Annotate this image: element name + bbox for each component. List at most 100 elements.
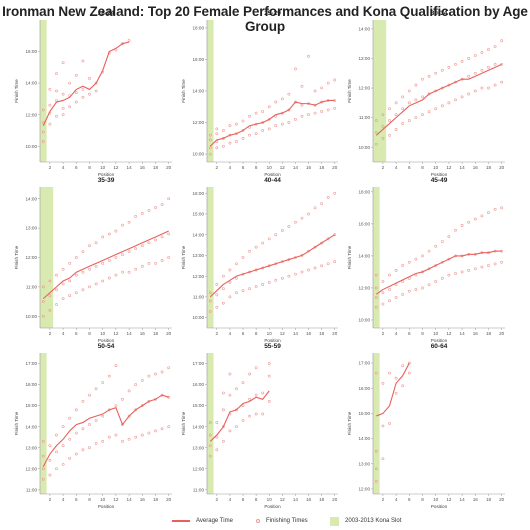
finishing-time-point bbox=[381, 113, 385, 117]
x-axis-label: Position bbox=[98, 338, 115, 343]
finishing-time-point bbox=[261, 241, 265, 245]
finishing-time-point bbox=[48, 88, 52, 91]
finishing-time-point bbox=[221, 301, 225, 305]
panel-60-64: 60-64 12:00 13:00 14:00 15:00 16:00 17:00 2 4 6 8 1… bbox=[347, 343, 505, 509]
finishing-time-point bbox=[140, 212, 144, 215]
finishing-time-point bbox=[493, 62, 497, 66]
finishing-time-point bbox=[267, 374, 271, 378]
x-tick-label: 4 bbox=[395, 331, 398, 336]
finishing-time-point bbox=[487, 48, 490, 51]
finishing-time-point bbox=[254, 393, 258, 397]
finishing-time-point bbox=[254, 366, 258, 370]
finishing-time-point bbox=[374, 305, 378, 309]
finishing-time-point bbox=[48, 103, 52, 107]
finishing-time-point bbox=[447, 273, 451, 277]
finishing-time-point bbox=[68, 437, 72, 441]
finishing-time-point bbox=[81, 427, 85, 431]
y-tick-label: 12:00 bbox=[193, 466, 205, 471]
finishing-time-point bbox=[41, 285, 45, 289]
finishing-time-point bbox=[374, 296, 378, 299]
finishing-time-point bbox=[94, 442, 98, 445]
finishing-time-point bbox=[61, 282, 65, 286]
x-tick-label: 8 bbox=[88, 165, 91, 170]
finishing-time-point bbox=[160, 259, 164, 262]
finishing-time-point bbox=[127, 270, 131, 274]
finishing-time-point bbox=[81, 59, 85, 63]
finishing-time-point bbox=[267, 105, 271, 109]
x-tick-label: 2 bbox=[382, 331, 385, 336]
x-tick-label: 4 bbox=[395, 497, 398, 502]
finishing-time-point bbox=[460, 60, 464, 63]
x-tick-label: 16 bbox=[473, 165, 479, 170]
finishing-time-point bbox=[287, 224, 291, 228]
finishing-time-point bbox=[241, 256, 245, 259]
finishing-time-point bbox=[374, 119, 378, 122]
finishing-time-point bbox=[274, 233, 278, 237]
finishing-time-point bbox=[374, 371, 378, 375]
legend-average-label: Average Time bbox=[196, 518, 233, 524]
finishing-time-point bbox=[241, 404, 245, 408]
x-tick-label: 18 bbox=[319, 331, 325, 336]
finishing-time-point bbox=[134, 214, 138, 218]
finishing-time-point bbox=[208, 310, 212, 313]
x-tick-label: 2 bbox=[216, 165, 219, 170]
finishing-time-point bbox=[41, 130, 45, 134]
x-tick-label: 20 bbox=[166, 497, 172, 502]
finishing-time-point bbox=[134, 383, 138, 386]
y-tick-label: 16:00 bbox=[193, 191, 205, 196]
finishing-time-point bbox=[414, 257, 418, 261]
x-axis-label: Position bbox=[264, 338, 281, 343]
finishing-time-point bbox=[215, 293, 219, 297]
finishing-time-point bbox=[114, 273, 118, 277]
finishing-time-point bbox=[374, 131, 378, 134]
average-line-swatch bbox=[172, 520, 190, 522]
finishing-time-point bbox=[55, 467, 58, 471]
finishing-time-point bbox=[61, 425, 65, 429]
x-tick-label: 14 bbox=[460, 165, 466, 170]
finishing-time-point bbox=[434, 280, 438, 283]
finishing-time-point bbox=[500, 80, 504, 84]
finishing-time-point bbox=[94, 387, 98, 391]
finishing-time-point bbox=[235, 122, 238, 126]
finishing-time-point bbox=[480, 214, 484, 218]
finishing-time-point bbox=[55, 303, 58, 306]
finishing-time-point bbox=[228, 429, 232, 433]
finishing-time-point bbox=[440, 240, 444, 243]
x-tick-label: 10 bbox=[433, 165, 439, 170]
finishing-time-point bbox=[74, 291, 78, 295]
x-tick-label: 8 bbox=[255, 165, 258, 170]
finishing-time-point bbox=[221, 129, 225, 132]
finishing-time-point bbox=[394, 268, 398, 272]
finishing-time-point bbox=[326, 262, 330, 266]
finishing-time-point bbox=[427, 249, 431, 253]
finishing-time-point bbox=[320, 110, 324, 113]
finishing-time-point bbox=[388, 107, 391, 111]
y-axis-label: Finish Time bbox=[347, 411, 352, 435]
average-time-line bbox=[42, 230, 169, 300]
panel-30-34: 30-34 10:00 11:00 12:00 13:00 14:00 2 4 6 8 10 12 14… bbox=[347, 10, 505, 177]
finishing-time-point bbox=[208, 444, 212, 447]
x-axis-label: Position bbox=[431, 172, 448, 177]
finishing-time-point bbox=[421, 77, 424, 81]
finishing-time-point bbox=[294, 118, 297, 121]
finishing-time-point bbox=[421, 254, 424, 258]
finishing-time-point bbox=[154, 206, 157, 209]
finishing-time-point bbox=[55, 273, 58, 277]
finishing-time-point bbox=[81, 95, 85, 99]
y-tick-label: 12:00 bbox=[26, 466, 38, 471]
x-axis-label: Position bbox=[264, 504, 281, 509]
x-tick-label: 12 bbox=[113, 331, 119, 336]
y-tick-label: 15:00 bbox=[193, 212, 205, 217]
finishing-time-point bbox=[101, 261, 105, 265]
average-time-line bbox=[375, 250, 502, 295]
finishing-time-point bbox=[88, 446, 91, 450]
finishing-time-point bbox=[381, 291, 385, 295]
finishing-time-point bbox=[127, 389, 131, 393]
finishing-time-point bbox=[94, 282, 98, 286]
finishing-time-point bbox=[381, 424, 385, 428]
finishing-time-point bbox=[267, 237, 271, 241]
x-axis-label: Position bbox=[431, 504, 448, 509]
x-tick-label: 16 bbox=[473, 497, 479, 502]
finishing-time-point bbox=[374, 480, 378, 483]
